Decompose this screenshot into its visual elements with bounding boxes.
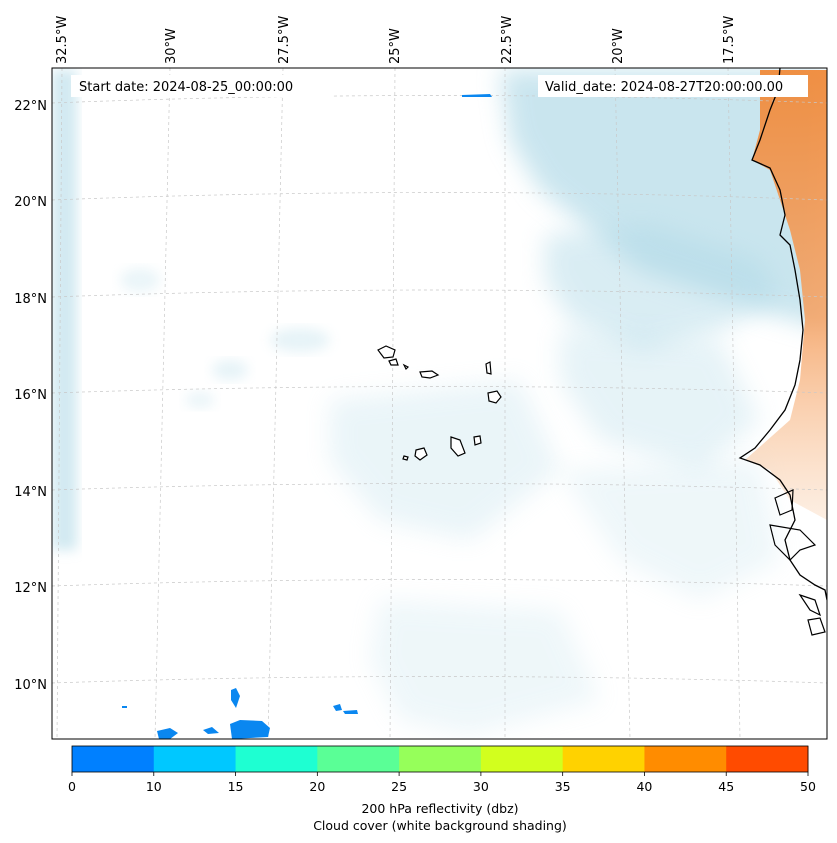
colorbar-segment-7 (644, 746, 727, 772)
lon-label-25w: 25°W (388, 28, 403, 64)
colorbar-segment-2 (235, 746, 318, 772)
lat-label-20n: 20°N (14, 195, 47, 210)
colorbar-tick-label-6: 35 (555, 779, 571, 794)
colorbar-segment-5 (480, 746, 564, 772)
colorbar-tick-label-9: 50 (800, 779, 816, 794)
valid-date-box: Valid_date: 2024-08-27T20:00:00.00 (538, 75, 808, 97)
colorbar-segment-8 (726, 746, 809, 772)
map-frame (51, 67, 828, 740)
lon-label-17-5w: 17.5°W (722, 16, 737, 64)
colorbar-tick-label-3: 20 (309, 779, 325, 794)
colorbar-ticks: 0 10 15 20 25 30 35 40 45 50 (68, 772, 816, 794)
lat-label-18n: 18°N (14, 292, 47, 307)
lat-label-22n: 22°N (14, 99, 47, 114)
colorbar-segment-1 (153, 746, 237, 772)
reflectivity-cells (122, 94, 492, 739)
colorbar-segments (72, 746, 809, 772)
colorbar-tick-label-5: 30 (473, 779, 489, 794)
lon-label-22-5w: 22.5°W (500, 16, 515, 64)
colorbar: 0 10 15 20 25 30 35 40 45 50 200 hPa reflectivity… (68, 745, 816, 833)
colorbar-segment-3 (317, 746, 400, 772)
colorbar-tick-label-8: 45 (718, 779, 734, 794)
colorbar-frame (71, 745, 809, 773)
lat-label-14n: 14°N (14, 485, 47, 500)
lat-label-10n: 10°N (14, 678, 47, 693)
lon-label-27-5w: 27.5°W (277, 16, 292, 64)
map-panel (52, 68, 827, 739)
lon-label-32-5w: 32.5°W (55, 16, 70, 64)
coastline (738, 68, 827, 601)
colorbar-segment-6 (562, 746, 645, 772)
colorbar-segment-4 (399, 746, 482, 772)
lon-label-20w: 20°W (611, 28, 626, 64)
cloud-cover (52, 70, 827, 735)
colorbar-tick-label-1: 10 (146, 779, 162, 794)
lon-label-30w: 30°W (164, 28, 179, 64)
start-date: Start date: 2024-08-25_00:00:00 (79, 80, 293, 95)
colorbar-tick-label-2: 15 (228, 779, 244, 794)
lat-label-16n: 16°N (14, 388, 47, 403)
cape-verde-islands (377, 345, 502, 461)
start-date-box: Start date: 2024-08-25_00:00:00 (71, 75, 331, 97)
valid-date: Valid_date: 2024-08-27T20:00:00.00 (545, 80, 783, 95)
coastline-details (769, 489, 826, 636)
lat-label-12n: 12°N (14, 581, 47, 596)
longitude-labels: 32.5°W 30°W 27.5°W 25°W 22.5°W 20°W 17.5… (55, 16, 737, 64)
colorbar-label: 200 hPa reflectivity (dbz) (361, 801, 518, 816)
colorbar-sublabel: Cloud cover (white background shading) (313, 818, 567, 833)
coastal-shading (745, 70, 827, 520)
gridlines (52, 68, 827, 739)
colorbar-tick-label-7: 40 (636, 779, 652, 794)
colorbar-tick-label-4: 25 (391, 779, 407, 794)
colorbar-segment-0 (72, 746, 155, 772)
latitude-labels: 22°N 20°N 18°N 16°N 14°N 12°N 10°N (14, 99, 47, 693)
colorbar-tick-label-0: 0 (68, 779, 76, 794)
